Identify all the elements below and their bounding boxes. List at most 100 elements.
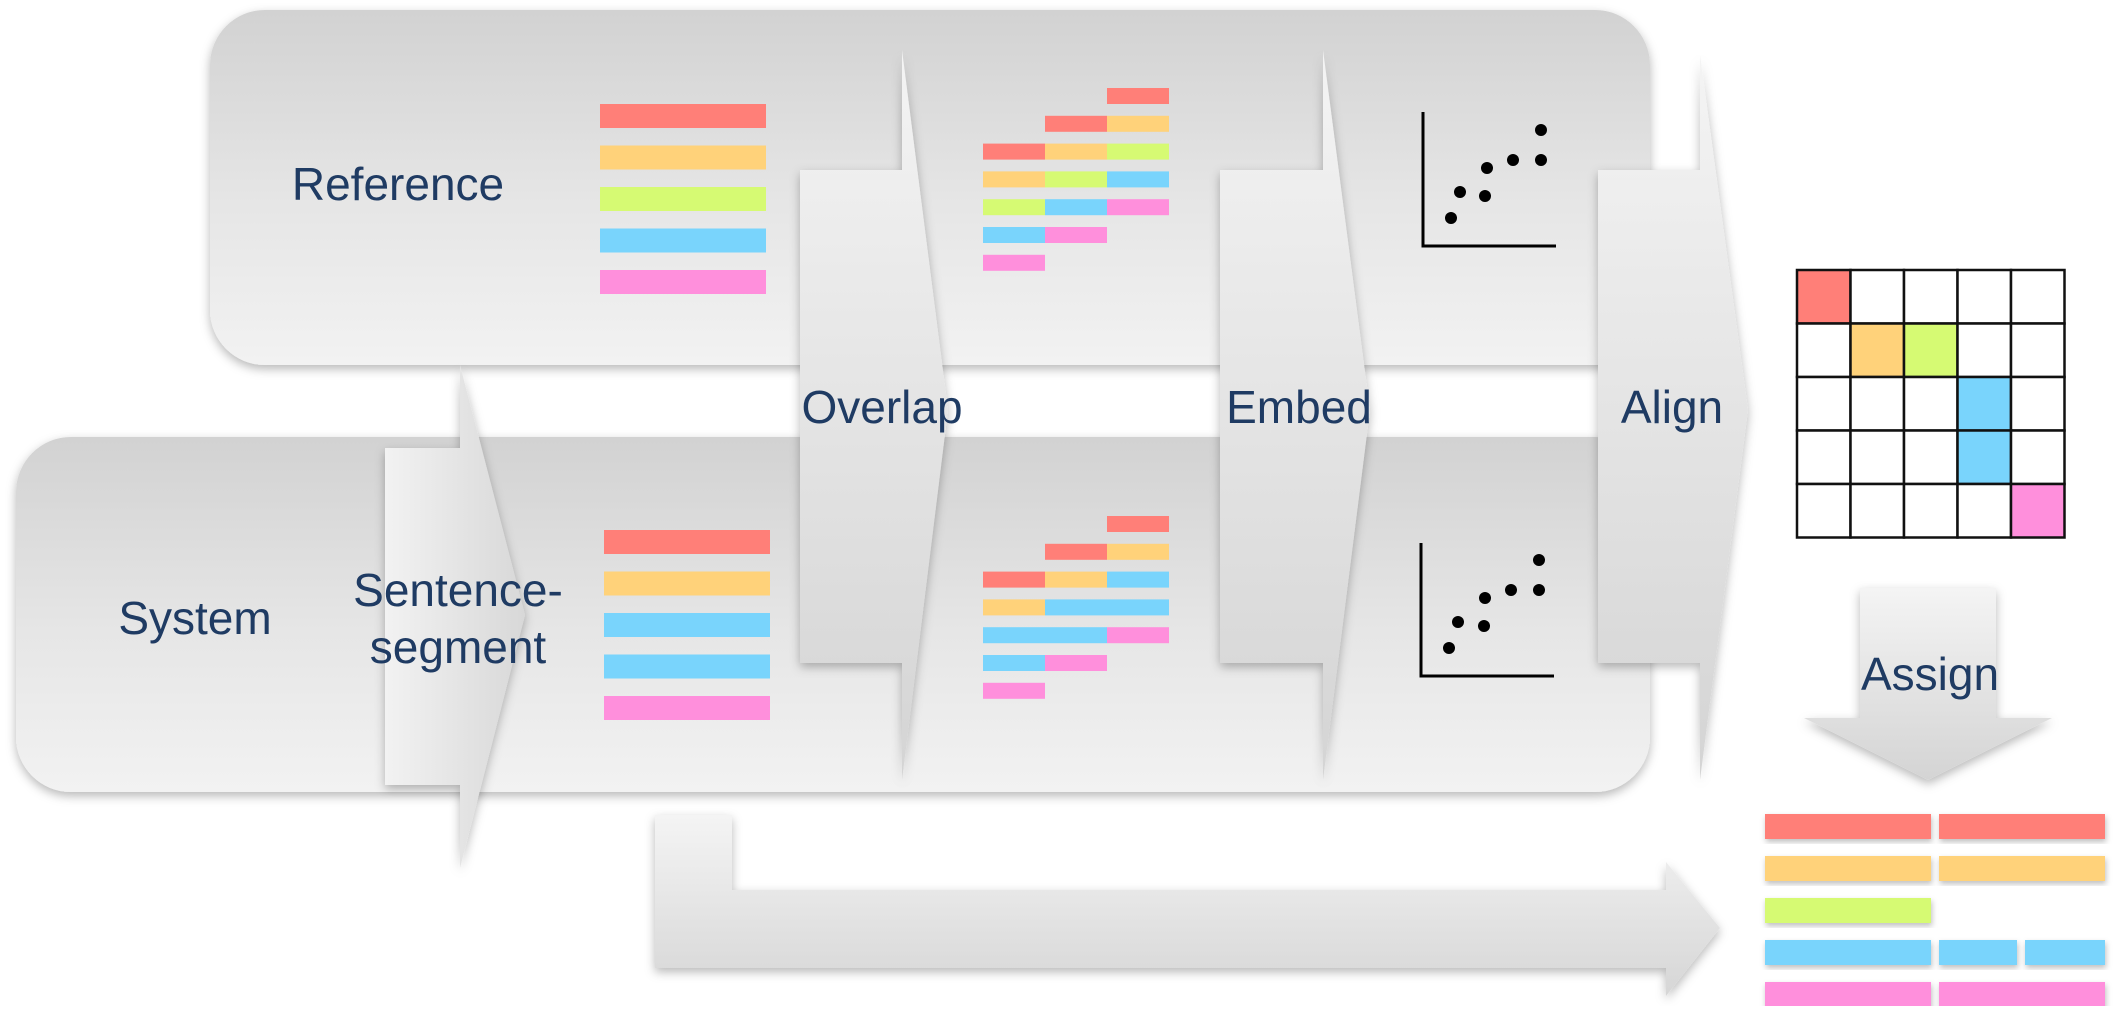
assigned-output-segment — [1939, 940, 2017, 965]
reference-embedding-point — [1481, 162, 1493, 174]
reference-overlap-segment — [1107, 143, 1169, 160]
reference-overlap-segment — [1045, 171, 1107, 188]
reference-overlap-segment — [983, 227, 1045, 243]
system-overlap-segment — [1107, 543, 1169, 560]
reference-overlap-segment — [1045, 199, 1107, 216]
assigned-output — [1765, 814, 2105, 1007]
system-overlap-segment — [1107, 627, 1169, 644]
system-overlap-segment — [1045, 655, 1107, 671]
reference-overlap-segment — [1045, 143, 1107, 160]
system-sentence-bar — [604, 654, 770, 679]
alignment-cell — [1795, 482, 1852, 539]
reference-sentences — [600, 104, 766, 294]
reference-embedding-point — [1535, 124, 1547, 136]
alignment-cell — [1795, 429, 1852, 486]
alignment-cell — [1902, 322, 1959, 379]
align-label: Align — [1621, 381, 1723, 433]
system-overlap-segment — [983, 627, 1107, 644]
reference-overlap-segment — [1107, 115, 1169, 132]
alignment-cell — [1902, 482, 1959, 539]
reference-embedding-point — [1445, 212, 1457, 224]
assigned-output-segment — [1765, 898, 1931, 923]
sentence-segment-label-line1: Sentence- — [353, 564, 563, 616]
alignment-cell — [1902, 268, 1959, 325]
reference-overlap-segment — [1045, 115, 1107, 132]
system-embedding-point — [1533, 584, 1545, 596]
assigned-output-segment — [1939, 814, 2105, 839]
reference-label: Reference — [292, 158, 504, 210]
alignment-cell — [1902, 429, 1959, 486]
embed-arrow — [1220, 50, 1370, 780]
assigned-output-segment — [1939, 856, 2105, 881]
reference-sentence-bar — [600, 104, 766, 128]
system-overlap-segment — [983, 599, 1045, 616]
alignment-cell — [2009, 268, 2066, 325]
sentence-segment-arrow — [385, 365, 525, 868]
overlap-label: Overlap — [801, 381, 962, 433]
reference-sentence-bar — [600, 270, 766, 294]
alignment-cell — [1902, 375, 1959, 432]
reference-overlap-segment — [1045, 227, 1107, 243]
system-sentence-bar — [604, 696, 770, 720]
reference-overlap-segment — [983, 143, 1045, 160]
alignment-cell — [1795, 375, 1852, 432]
alignment-cell — [2009, 322, 2066, 379]
alignment-cell — [1956, 375, 2013, 432]
alignment-cell — [1956, 268, 2013, 325]
reference-embedding-point — [1479, 190, 1491, 202]
reference-sentence-bar — [600, 145, 766, 170]
reference-embedding-point — [1507, 154, 1519, 166]
assigned-output-segment — [1765, 814, 1931, 839]
assigned-output-segment — [2025, 940, 2105, 965]
alignment-cell — [2009, 429, 2066, 486]
system-embedding-point — [1479, 592, 1491, 604]
alignment-cell — [2009, 482, 2066, 539]
reference-embedding-point — [1454, 186, 1466, 198]
alignment-cell — [1849, 482, 1906, 539]
reference-overlap-segment — [1107, 88, 1169, 104]
reference-overlap-segment — [1107, 171, 1169, 188]
assign-arrow — [1804, 588, 2052, 780]
system-overlap-segment — [1107, 516, 1169, 532]
system-embedding-point — [1443, 642, 1455, 654]
system-embedding-point — [1505, 584, 1517, 596]
system-overlap-segment — [1045, 543, 1107, 560]
alignment-cell — [1956, 429, 2013, 486]
system-overlap-segment — [1107, 571, 1169, 588]
system-embedding-point — [1452, 616, 1464, 628]
system-overlap-segment — [983, 571, 1045, 588]
sentence-segment-label-line2: segment — [370, 621, 547, 673]
system-sentences — [604, 530, 770, 720]
alignment-cell — [1956, 482, 2013, 539]
system-embedding-point — [1478, 620, 1490, 632]
assigned-output-segment — [1939, 982, 2105, 1007]
system-overlap-segment — [983, 682, 1045, 699]
assign-label: Assign — [1861, 648, 1999, 700]
overlap-arrow — [800, 50, 948, 780]
reference-embedding-plot — [1421, 112, 1556, 248]
bypass-arrow — [655, 815, 1720, 996]
alignment-cell — [1795, 268, 1852, 325]
alignment-cell — [2009, 375, 2066, 432]
system-overlap-segment — [1045, 571, 1107, 588]
system-sentence-bar — [604, 530, 770, 554]
alignment-matrix — [1795, 268, 2066, 539]
embed-label: Embed — [1226, 381, 1372, 433]
reference-sentence-bar — [600, 187, 766, 211]
reference-embedding-point — [1535, 154, 1547, 166]
alignment-cell — [1956, 322, 2013, 379]
alignment-cell — [1849, 375, 1906, 432]
reference-overlap-segment — [983, 171, 1045, 188]
alignment-cell — [1849, 268, 1906, 325]
system-overlap-windows — [983, 516, 1169, 699]
system-overlap-segment — [983, 655, 1045, 671]
assigned-output-segment — [1765, 856, 1931, 881]
reference-overlap-windows — [983, 88, 1169, 271]
system-embedding-plot — [1419, 543, 1554, 678]
system-label: System — [118, 592, 271, 644]
reference-overlap-segment — [1107, 199, 1169, 216]
system-sentence-bar — [604, 613, 770, 637]
assigned-output-segment — [1765, 982, 1931, 1007]
